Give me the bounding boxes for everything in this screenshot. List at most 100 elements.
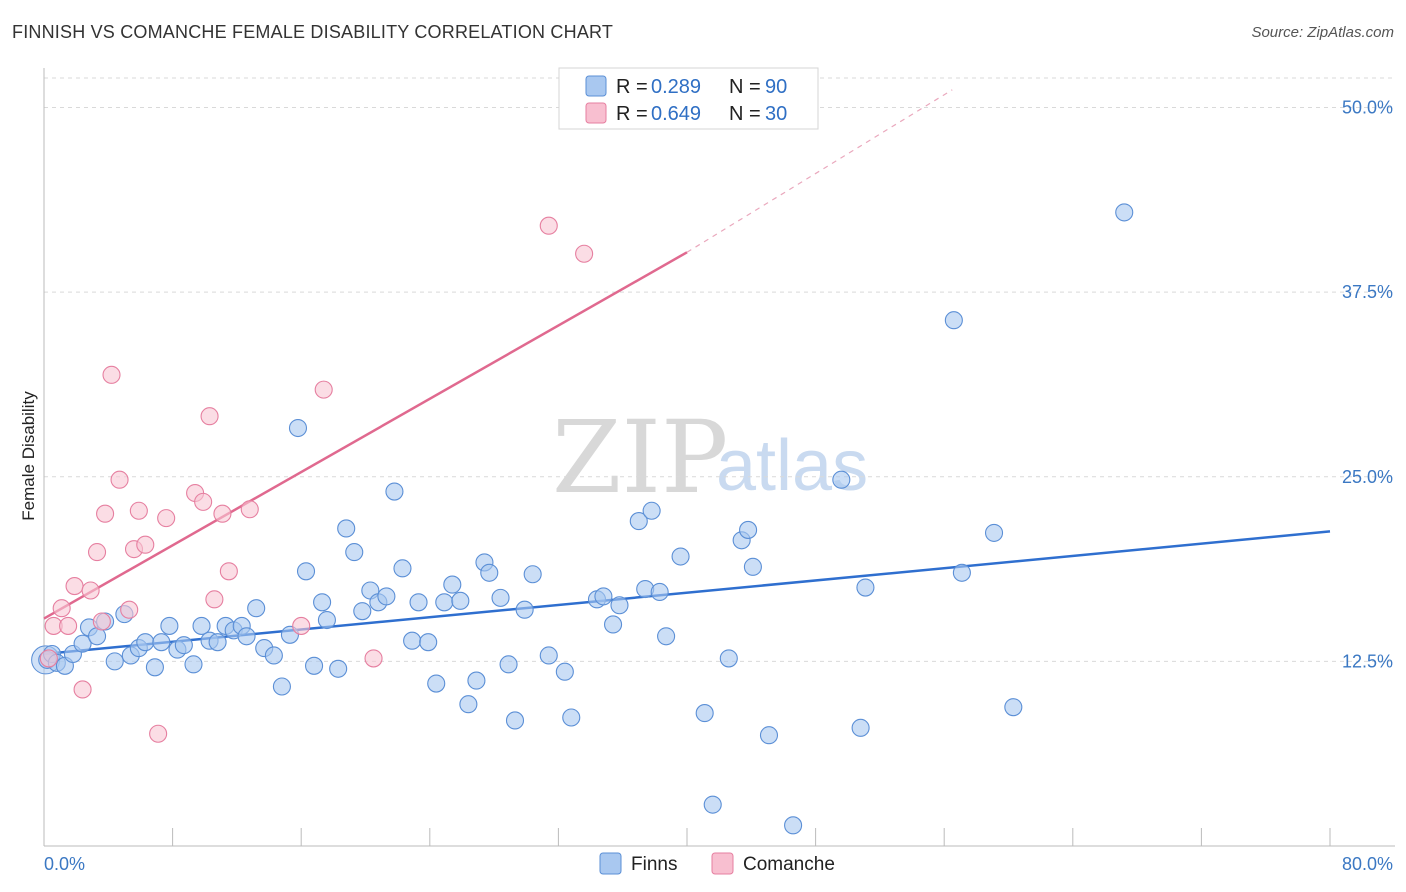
comanche-point [539, 216, 558, 235]
finns-point [443, 575, 462, 594]
finns-point [73, 634, 92, 653]
finns-point [403, 631, 422, 650]
watermark-zip: ZIP [552, 399, 728, 516]
finns-point [952, 563, 971, 582]
finns-point [562, 708, 581, 727]
finns-point [539, 646, 558, 665]
watermark-atlas: atlas [716, 426, 868, 506]
y-axis-title: Female Disability [19, 391, 38, 521]
finns-point [739, 520, 758, 539]
finns-point [832, 470, 851, 489]
comanche-point [205, 590, 224, 609]
finns-point [192, 616, 211, 635]
bottom-legend-label-finns: Finns [631, 854, 677, 875]
finns-point [184, 655, 203, 674]
comanche-point [129, 501, 148, 520]
finns-point [377, 587, 396, 606]
finns-point [313, 593, 332, 612]
finns-point [160, 616, 179, 635]
finns-point [944, 311, 963, 330]
comanche-point [136, 535, 155, 554]
trend-lines [43, 89, 1331, 656]
finns-point [1115, 203, 1134, 222]
finns-point [435, 593, 454, 612]
finns-point [317, 610, 336, 630]
finns-point [305, 656, 324, 675]
chart-title: FINNISH VS COMANCHE FEMALE DISABILITY CO… [12, 22, 614, 42]
comanche-point [59, 616, 78, 635]
finns-point [152, 633, 171, 652]
finns-point [345, 543, 364, 562]
finns-point [505, 711, 525, 730]
x-tick-label-max: 80.0% [1342, 854, 1393, 874]
finns-point [427, 674, 446, 693]
finns-point [657, 627, 676, 646]
finns-point [419, 633, 438, 652]
comanche-point [65, 577, 84, 596]
finns-point [409, 593, 428, 612]
bottom-legend-label-comanche: Comanche [743, 854, 835, 875]
finns-point [145, 658, 164, 677]
finns-point [491, 588, 510, 607]
comanche-point [92, 612, 111, 631]
grid-lines [44, 77, 1395, 662]
finns-point [642, 501, 661, 520]
finns-point [610, 596, 629, 615]
comanche-point [219, 562, 238, 581]
finns-point [703, 795, 722, 814]
axes [43, 68, 1395, 847]
source-label: Source: ZipAtlas.com [1251, 24, 1394, 41]
finns-point [136, 633, 155, 652]
legend-swatch-comanche [585, 102, 607, 124]
series-legend: Finns Comanche [599, 852, 835, 875]
y-tick-label: 50.0% [1342, 98, 1393, 118]
legend-r-label: R = [616, 76, 648, 98]
finns-point [272, 677, 291, 696]
trend-line-comanche-extension [686, 89, 953, 253]
legend-r-value-comanche: 0.649 [651, 103, 701, 125]
comanche-point [240, 500, 259, 519]
finns-point [499, 655, 518, 674]
finns-point [337, 519, 356, 538]
finns-point [523, 565, 542, 584]
comanche-point [87, 543, 107, 562]
finns-point [247, 599, 266, 618]
comanche-point [96, 504, 115, 523]
legend-n-value-comanche: 30 [765, 103, 787, 125]
finns-point [719, 649, 738, 668]
comanche-point [73, 680, 92, 699]
finns-point [594, 587, 613, 606]
comanche-point [149, 724, 168, 743]
data-points [31, 203, 1134, 835]
trend-line-comanche [43, 251, 688, 620]
finns-point [480, 563, 499, 582]
finns-point [671, 547, 690, 566]
bottom-legend-swatch-comanche [711, 852, 734, 875]
comanche-point [157, 509, 176, 528]
finns-point [784, 816, 803, 835]
comanche-point [364, 649, 383, 668]
comanche-point [314, 380, 333, 399]
finns-point [393, 559, 412, 578]
finns-point [459, 695, 478, 714]
comanche-point [194, 492, 213, 511]
comanche-point [200, 407, 219, 426]
finns-point [296, 562, 316, 581]
legend-swatch-finns [585, 75, 607, 97]
finns-point [856, 578, 875, 597]
comanche-point [52, 599, 71, 618]
comanche-point [292, 616, 311, 635]
finns-point [329, 659, 348, 678]
y-tick-label: 12.5% [1342, 651, 1393, 671]
finns-point [759, 726, 779, 745]
y-tick-label: 37.5% [1342, 282, 1393, 302]
finns-point [288, 418, 308, 438]
y-tick-labels: 12.5% 25.0% 37.5% 50.0% [1342, 98, 1393, 672]
finns-point [237, 627, 256, 646]
legend-n-label: N = [729, 103, 761, 125]
finns-point [851, 718, 870, 737]
comanche-point [102, 365, 121, 384]
finns-point [629, 512, 648, 531]
finns-point [105, 652, 124, 671]
finns-point [174, 636, 193, 655]
